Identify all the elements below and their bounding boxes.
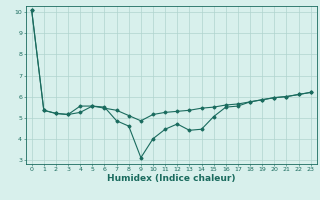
X-axis label: Humidex (Indice chaleur): Humidex (Indice chaleur) <box>107 174 236 183</box>
